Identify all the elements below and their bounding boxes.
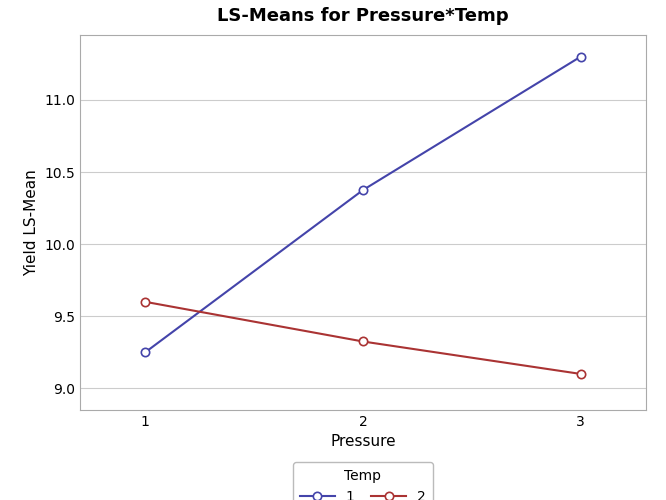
Title: LS-Means for Pressure*Temp: LS-Means for Pressure*Temp [217, 7, 509, 25]
X-axis label: Pressure: Pressure [330, 434, 396, 450]
Y-axis label: Yield LS-Mean: Yield LS-Mean [23, 169, 39, 276]
Legend: 1, 2: 1, 2 [293, 462, 433, 500]
